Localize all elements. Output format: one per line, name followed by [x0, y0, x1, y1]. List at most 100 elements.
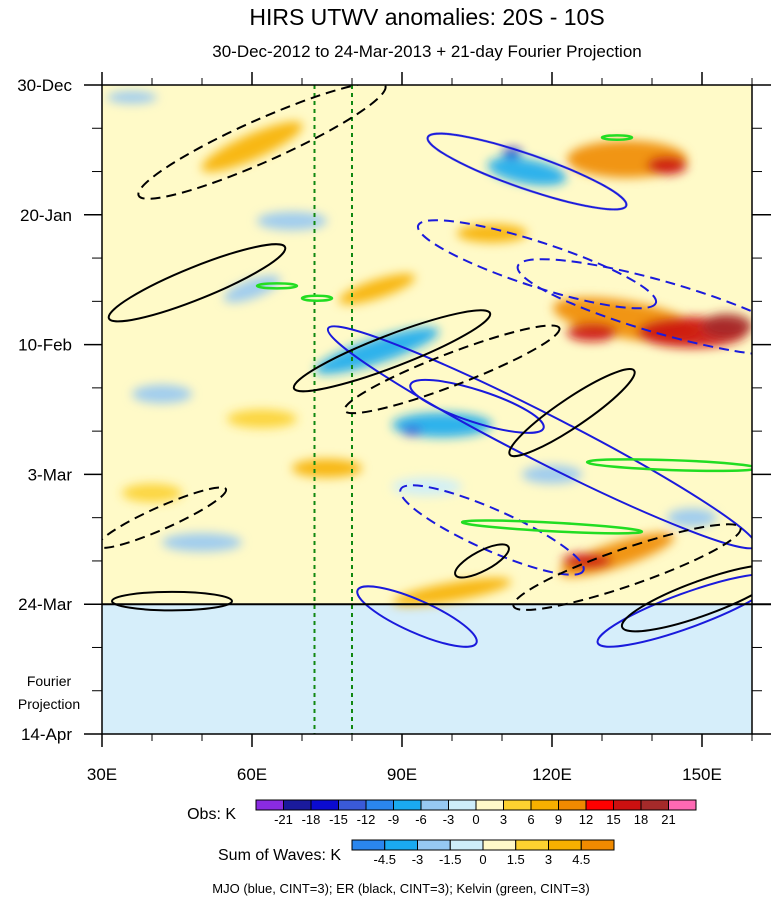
footer-note: MJO (blue, CINT=3); ER (black, CINT=3); … — [212, 881, 589, 896]
colorbar-swatch — [448, 799, 477, 811]
mjo-contour — [426, 132, 628, 211]
kelvin-contour — [300, 294, 334, 302]
colorbar-level-label: -9 — [388, 812, 400, 827]
colorbar-level-label: 0 — [472, 812, 479, 827]
colorbar-swatch — [417, 839, 451, 851]
anomaly-blob — [392, 577, 512, 606]
projection-label-line2: Projection — [18, 696, 80, 712]
plot-area — [102, 85, 752, 734]
colorbar-level-label: 3 — [500, 812, 507, 827]
anomaly-blob — [257, 211, 327, 231]
colorbar-swatch — [338, 799, 367, 811]
er-contour — [454, 543, 510, 579]
y-tick-label: 14-Apr — [21, 725, 72, 744]
mjo-contour — [596, 573, 752, 648]
anomaly-blob — [522, 465, 582, 484]
anomaly-blob — [402, 426, 422, 436]
colorbar-level-label: 12 — [579, 812, 593, 827]
anomaly-blob — [315, 327, 439, 375]
kelvin-contour — [585, 458, 752, 473]
colorbar-level-label: -4.5 — [374, 852, 396, 867]
anomaly-blob — [107, 91, 157, 104]
mjo-contour — [516, 258, 752, 357]
colorbar-level-label: 6 — [527, 812, 534, 827]
er-contour — [512, 523, 742, 611]
x-tick-label: 30E — [87, 765, 117, 784]
colorbar-level-label: 15 — [606, 812, 620, 827]
projection-background — [102, 604, 752, 734]
colorbar-swatch — [585, 799, 614, 811]
anomaly-blob — [338, 273, 416, 305]
wave-contours — [102, 85, 752, 648]
colorbar-level-label: 21 — [661, 812, 675, 827]
colorbar-swatch — [475, 799, 504, 811]
colorbar-swatch — [558, 799, 587, 811]
colorbar-level-label: 4.5 — [572, 852, 590, 867]
waves-legend-label: Sum of Waves: K — [218, 847, 341, 864]
chart-subtitle: 30-Dec-2012 to 24-Mar-2013 + 21-day Four… — [212, 42, 641, 61]
kelvin-contour — [255, 282, 299, 290]
colorbar-swatch — [668, 799, 697, 811]
colorbar-swatch — [365, 799, 394, 811]
er-contour — [343, 324, 561, 415]
plot-frame — [101, 84, 753, 735]
colorbar-swatch — [548, 839, 582, 851]
colorbar-swatch — [580, 839, 615, 851]
colorbar-level-label: 0 — [479, 852, 486, 867]
colorbar-swatch — [503, 799, 532, 811]
anomaly-blob — [122, 483, 182, 503]
colorbar-level-label: -15 — [329, 812, 348, 827]
er-contour — [102, 486, 228, 549]
x-tick-label: 150E — [682, 765, 722, 784]
colorbar-level-label: -12 — [357, 812, 376, 827]
y-tick-label: 3-Mar — [28, 465, 73, 484]
x-tick-label: 90E — [387, 765, 417, 784]
anomaly-blob — [292, 458, 362, 478]
colorbar-swatch — [310, 799, 339, 811]
mjo-contour — [416, 219, 658, 310]
y-tick-label: 20-Jan — [20, 206, 72, 225]
colorbar-swatch — [255, 799, 284, 811]
colorbar-swatch — [393, 799, 422, 811]
x-tick-label: 120E — [532, 765, 572, 784]
anomaly-blob — [702, 313, 752, 339]
colorbar-level-label: -6 — [415, 812, 427, 827]
anomaly-blob — [457, 224, 527, 243]
colorbar-swatch — [351, 839, 386, 851]
colorbar-level-label: -3 — [443, 812, 455, 827]
colorbar-level-label: -18 — [302, 812, 321, 827]
colorbar-swatch — [420, 799, 449, 811]
colorbar-swatch — [449, 839, 484, 851]
x-axis: 30E 60E 90E 120E 150E — [87, 72, 753, 784]
colorbar-level-label: 1.5 — [507, 852, 525, 867]
x-tick-label: 60E — [237, 765, 267, 784]
anomaly-blob — [132, 384, 192, 404]
er-contour — [107, 243, 287, 323]
y-tick-label: 10-Feb — [18, 336, 72, 355]
colorbar-swatch — [613, 799, 642, 811]
mjo-contour — [326, 325, 752, 550]
kelvin-contour — [460, 519, 644, 535]
waves-colorbar: -4.5 -3 -1.5 0 1.5 3 4.5 — [351, 839, 615, 867]
y-tick-label: 24-Mar — [18, 595, 72, 614]
anomaly-blob — [667, 508, 717, 527]
mjo-contour — [409, 378, 545, 434]
er-contour — [508, 368, 636, 458]
colorbar-level-label: -1.5 — [439, 852, 461, 867]
colorbar-swatch — [384, 839, 418, 851]
colorbar-level-label: 18 — [634, 812, 648, 827]
kelvin-contour — [600, 134, 634, 141]
obs-colorbar: -21 -18 -15 -12 -9 -6 -3 0 3 6 9 12 15 18 21 — [255, 799, 697, 827]
chart-title: HIRS UTWV anomalies: 20S - 10S — [249, 4, 604, 30]
er-contour — [111, 590, 233, 612]
anomaly-blob — [487, 157, 567, 186]
anomaly-blob — [562, 553, 612, 569]
colorbar-swatch — [482, 839, 517, 851]
anomaly-blob — [567, 322, 617, 342]
anomaly-blob — [227, 409, 297, 429]
colorbar-swatch — [530, 799, 559, 811]
anomaly-field — [107, 91, 752, 606]
mjo-contour — [356, 585, 478, 648]
colorbar-level-label: 9 — [555, 812, 562, 827]
